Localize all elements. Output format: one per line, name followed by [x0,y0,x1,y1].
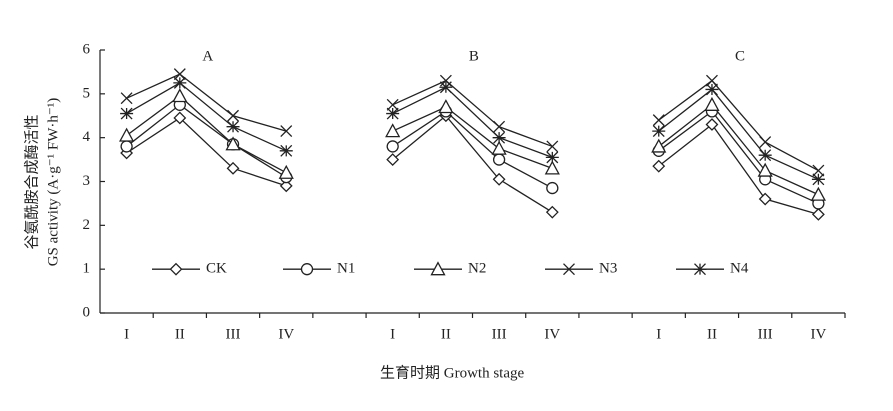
marker [811,173,825,186]
marker [651,138,667,153]
marker [704,96,720,111]
x-axis-label: 生育时期 Growth stage [380,364,524,381]
marker [173,68,186,81]
marker [120,92,133,105]
legend-label: N3 [599,261,617,277]
y-tick-label: 5 [83,85,91,101]
marker [225,136,241,151]
x-tick-label: II [441,326,451,342]
y-tick-label: 2 [83,217,91,233]
x-tick-label: I [124,326,129,342]
legend-label: N2 [468,261,486,277]
panel-label: B [469,48,479,64]
series-line [126,82,819,180]
legend-marker [169,262,183,276]
marker [439,81,453,94]
marker [385,123,401,138]
x-tick-label: II [175,326,185,342]
marker [278,164,294,179]
marker [757,162,773,177]
marker [759,136,772,149]
marker [545,205,559,219]
y-axis-label: GS activity (A·g⁻¹ FW·h⁻¹) [45,98,61,267]
series-line [126,73,819,172]
marker [652,159,666,173]
marker [386,140,399,153]
marker [280,125,293,138]
x-tick-label: III [492,326,507,342]
marker [492,153,506,166]
marker [706,74,718,87]
marker [652,114,665,127]
marker [492,172,506,186]
series-line [126,114,819,215]
marker [493,120,506,133]
marker [652,125,666,138]
legend-marker [430,261,446,276]
marker [172,88,188,103]
marker [546,181,559,195]
marker [120,140,133,153]
x-tick-label: I [656,326,661,342]
marker [226,161,240,175]
y-tick-label: 3 [83,173,91,189]
marker [810,186,826,201]
panel-label: C [735,48,745,64]
series-line [126,103,819,205]
marker [544,160,560,175]
legend-marker [300,263,314,276]
x-tick-label: IV [278,326,294,342]
marker [812,164,825,177]
series-line [126,95,819,196]
marker [492,131,506,144]
marker [491,140,507,155]
y-tick-label: 4 [83,129,91,145]
marker [545,151,559,164]
y-tick-label: 1 [83,261,91,277]
legend-marker [693,263,707,276]
marker [119,127,135,142]
marker [279,179,293,193]
marker [811,207,825,221]
marker [227,109,239,122]
x-tick-label: IV [810,326,826,342]
x-tick-label: IV [544,326,560,342]
marker [705,118,719,131]
x-tick-label: II [707,326,717,342]
x-tick-label: I [390,326,395,342]
legend-label: N1 [337,261,355,277]
x-tick-label: III [226,326,241,342]
marker [386,107,400,120]
legend-marker [563,263,575,276]
y-tick-label: 0 [83,304,91,320]
marker [758,149,772,162]
y-axis-label: 谷氨酰胺合成酶活性 [23,114,40,249]
y-tick-label: 6 [83,41,91,57]
marker [386,153,400,167]
marker [173,111,187,125]
x-tick-label: III [758,326,773,342]
marker [120,107,134,120]
panel-label: A [202,48,213,64]
legend-label: CK [206,261,227,277]
marker [758,192,772,206]
marker [386,98,399,111]
marker [279,144,293,157]
marker [546,140,559,153]
marker [438,99,454,114]
legend-label: N4 [730,261,749,277]
marker [705,83,719,96]
marker [226,120,240,133]
marker [173,76,187,89]
